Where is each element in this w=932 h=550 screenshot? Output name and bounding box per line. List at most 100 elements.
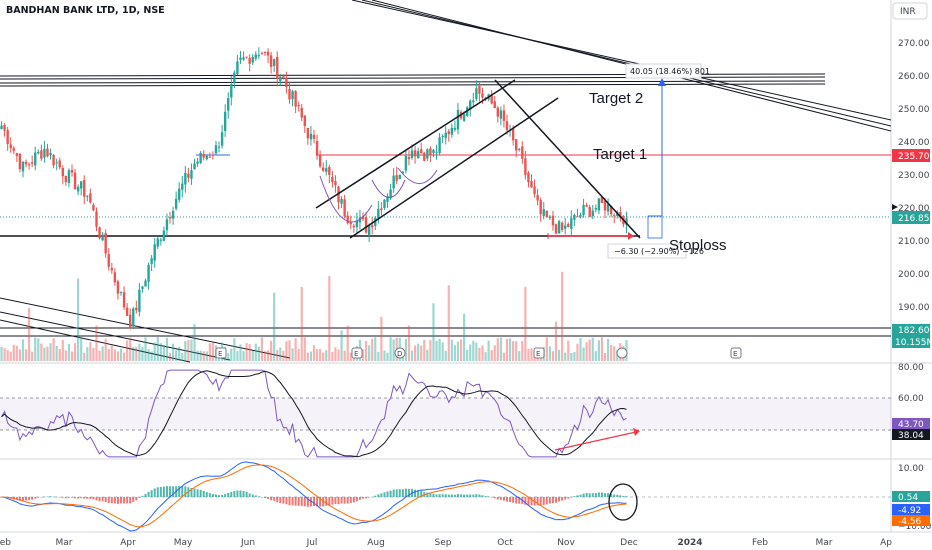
candle-body [101,234,104,241]
volume-bar [432,303,435,361]
macd-hist-bar [429,493,432,497]
volume-bar [303,337,306,361]
volume-bar [150,351,153,361]
event-markers[interactable] [215,347,742,359]
candle-body [15,153,19,156]
macd-hist-bar [447,494,450,497]
candle-body [358,217,362,223]
volume-bar [61,339,64,361]
macd-hist-bar [288,497,291,506]
macd-hist-bar [120,497,123,504]
candle-body [104,233,107,254]
candle-body [594,208,598,210]
svg-text:E: E [536,350,540,358]
candle-body [383,199,386,209]
rsi-value: 43.70 [898,420,924,430]
candle-body [315,141,319,156]
volume-bar [463,313,466,361]
macd-hist-bar [248,493,251,497]
macd-hist-bar [561,497,564,501]
candle-body [478,85,481,94]
candle-body [343,199,346,217]
macd-hist-bar [496,497,499,500]
macd-hist-bar [245,491,248,497]
candle-body [272,59,276,66]
volume-bar [211,342,215,361]
volume-bar [594,351,597,361]
volume-bar [502,352,506,361]
candle-body [585,204,588,207]
candle-body [450,127,454,135]
macd-hist-bar [600,492,603,497]
macd-hist-bar [178,486,181,497]
descending-trendline[interactable] [351,0,892,132]
candle-body [530,181,533,188]
volume-bar [175,350,178,361]
volume-bar [496,338,499,361]
candle-body [518,148,521,150]
volume-badge [892,336,930,348]
candle-body [3,124,6,131]
chart-title: BANDHAN BANK LTD, 1D, NSE [6,5,165,16]
candle-body [6,130,9,145]
volume-bar [266,350,270,361]
breakdown-line[interactable] [494,79,641,239]
stoploss-label[interactable]: Stoploss [669,237,727,254]
candle-body [401,171,405,174]
volume-bar [0,346,3,361]
macd-hist-bar [104,497,107,503]
volume-bar [196,350,199,361]
target2-label[interactable]: Target 2 [589,90,643,107]
candle-body [524,158,527,175]
candle-body [404,155,408,171]
scale-marker-icon [892,204,898,210]
macd-hist-bar [395,489,398,497]
volume-bar [242,350,245,361]
volume-bar [199,350,202,361]
volume-bar [588,339,591,361]
macd-hist-bar [306,497,309,507]
volume-bar [413,345,417,361]
macd-hist-bar [607,493,610,497]
candle-body [352,226,356,228]
volume-bar [364,340,368,361]
candle-body [416,151,420,159]
volume-bar [116,351,120,361]
candle-body [254,54,257,59]
time-tick-label: Mar [816,538,833,548]
macd-hist-bar [469,494,472,497]
candle-body [554,224,558,234]
volume-bar [481,345,484,361]
volume-bar [6,350,9,361]
macd-hist-bar [285,497,288,505]
volume-bar [227,352,230,361]
candle-body [619,212,622,218]
volume-bar [208,343,211,361]
candle-body [174,198,178,209]
macd-hist-bar [221,494,224,497]
macd-hist-bar [190,487,193,497]
macd-hist-bar [64,497,67,499]
volume-bar [606,338,610,361]
candle-body [55,162,58,164]
macd-hist-bar [98,497,101,502]
rising-channel[interactable] [315,79,559,239]
macd-hist-bar [625,496,628,497]
volume-bar [325,350,328,361]
volume-bar [380,316,383,361]
currency-badge[interactable] [892,2,928,20]
volume-bar [361,349,365,361]
macd-hist-bar [426,492,429,497]
target1-label[interactable]: Target 1 [593,146,647,163]
macd-hist-bar [46,496,49,498]
candle-body [318,154,322,167]
candle-body [76,186,80,192]
candle-body [61,168,64,177]
candle-body [107,254,110,267]
volume-bar [251,351,254,361]
candle-body [505,121,509,131]
macd-hist-value: 0.54 [898,493,918,503]
candle-body [230,84,233,98]
macd-hist-bar [362,497,365,499]
